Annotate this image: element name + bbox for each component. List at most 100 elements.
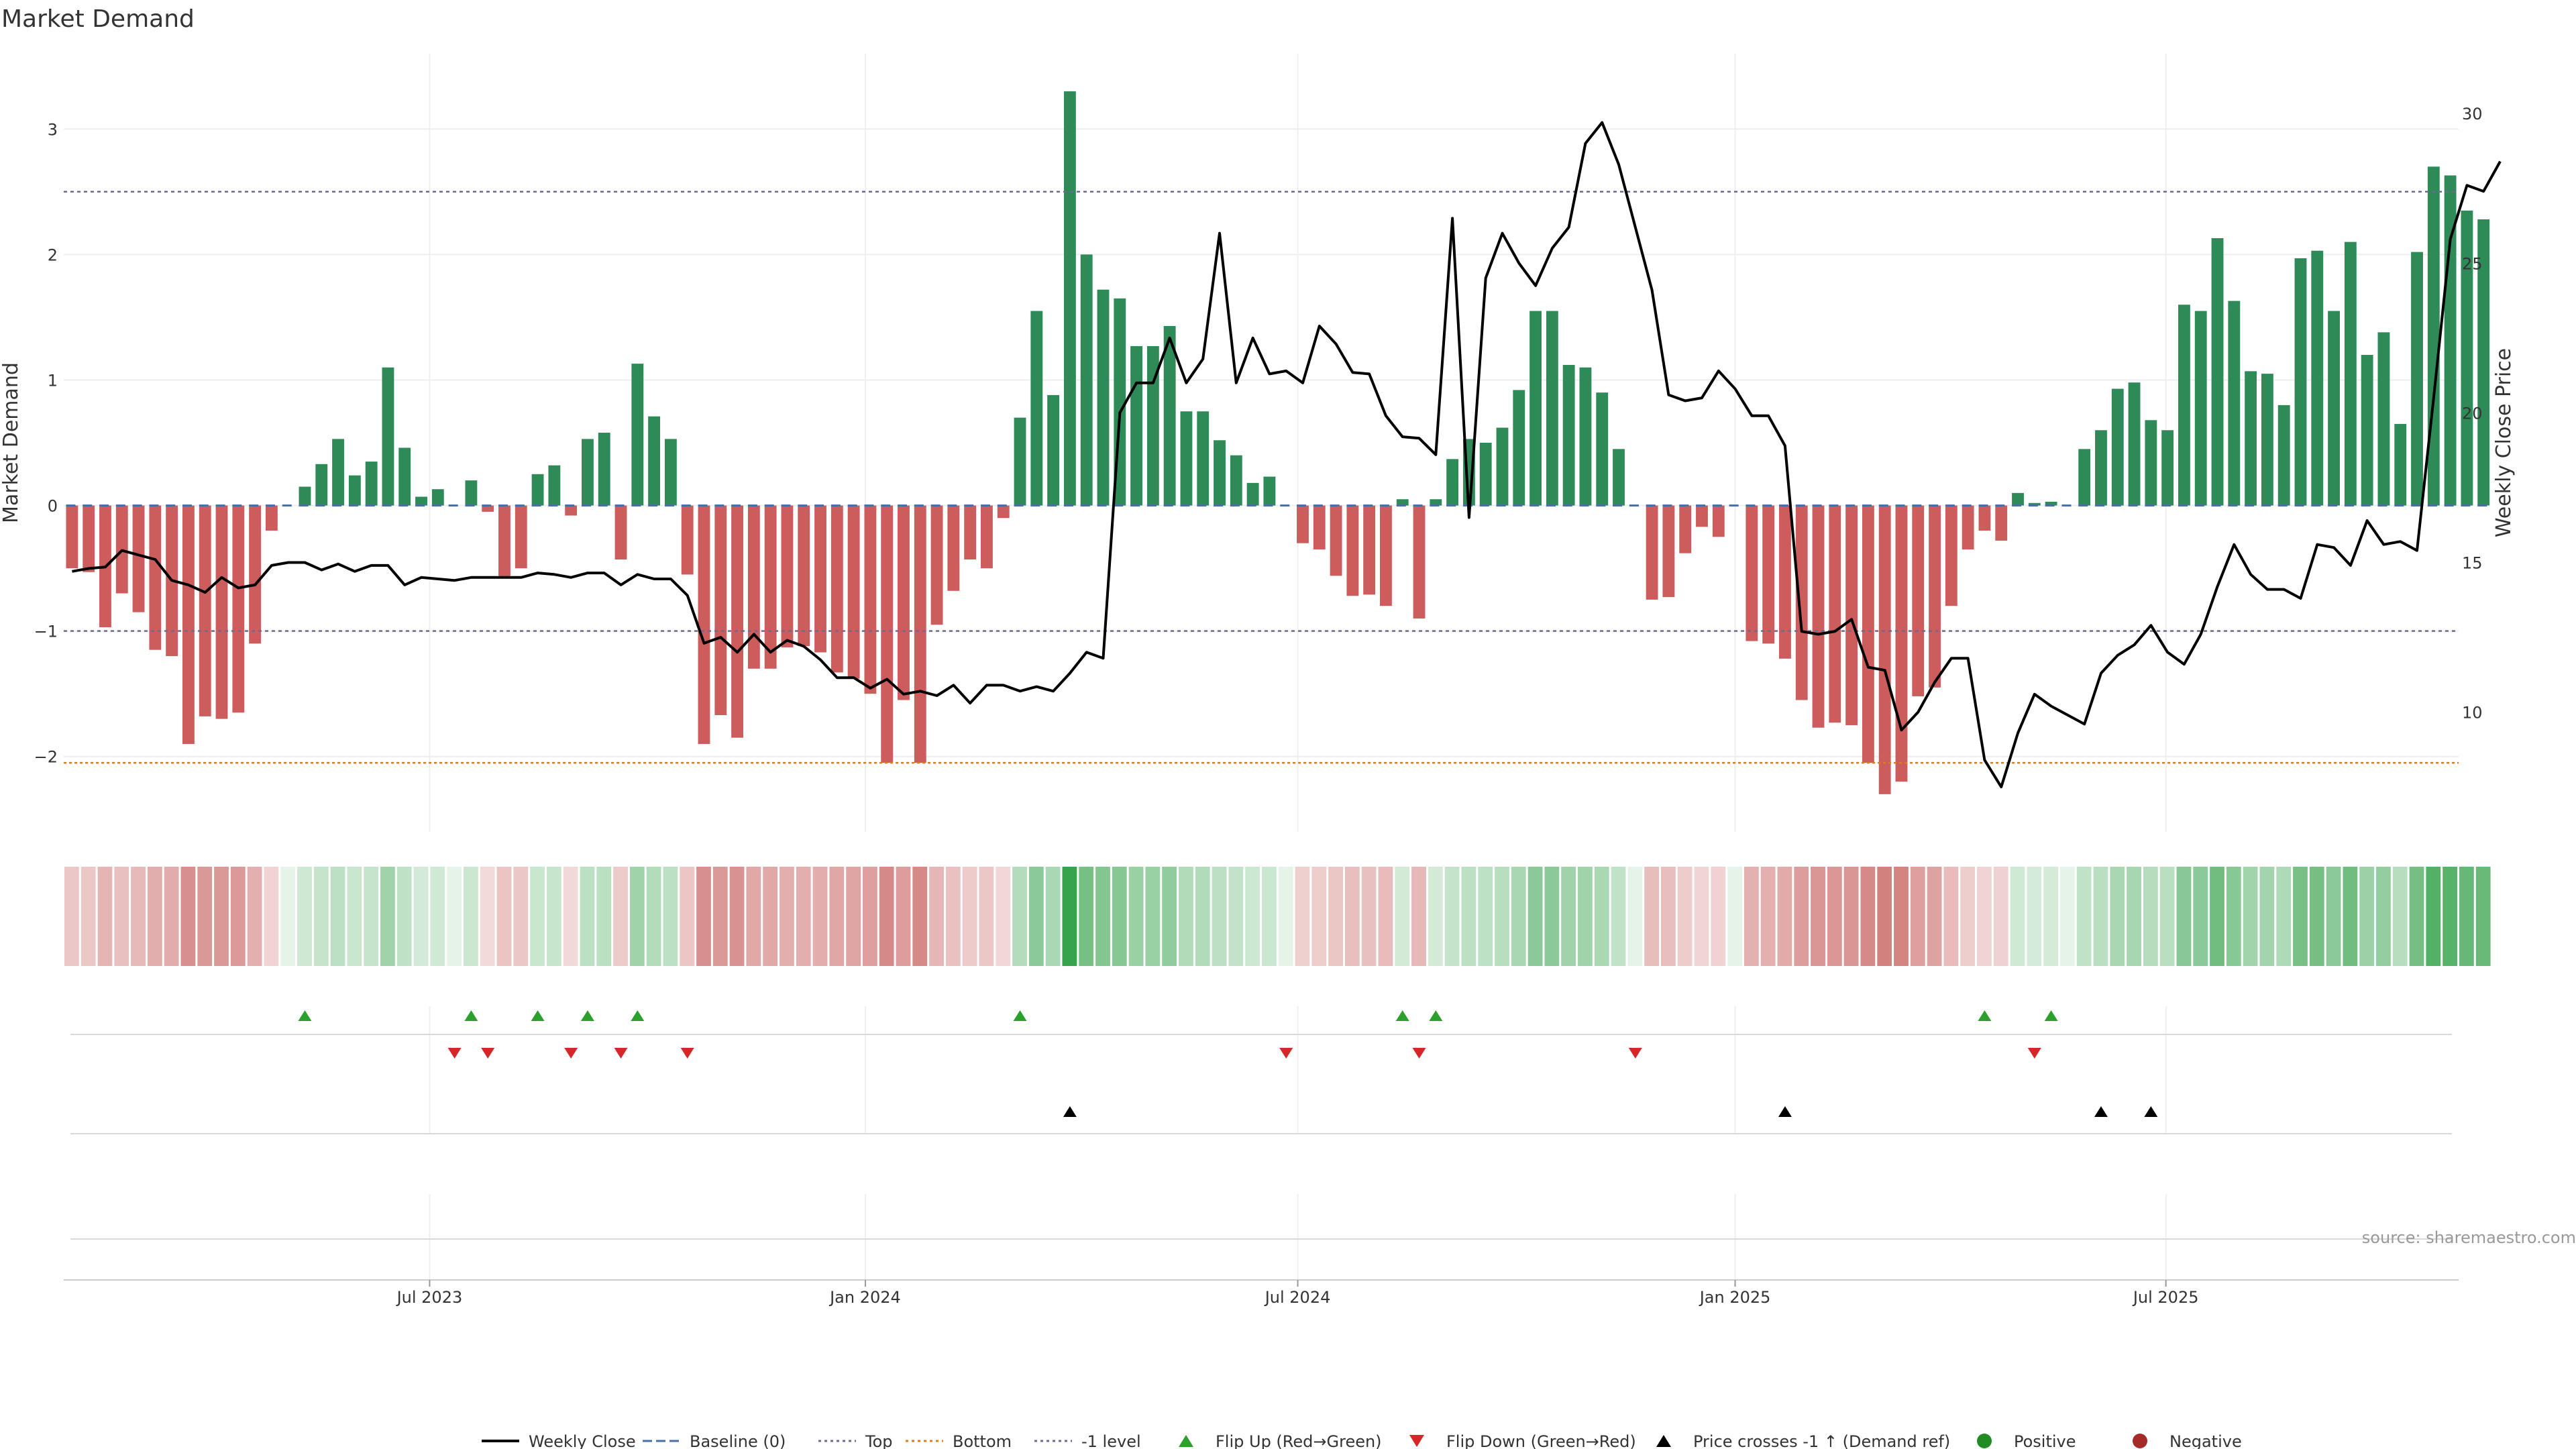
- demand-bar: [83, 505, 95, 572]
- demand-bar: [1779, 505, 1791, 659]
- strip-cell: [1511, 867, 1526, 966]
- strip-cell: [929, 867, 944, 966]
- demand-bar: [1130, 345, 1142, 506]
- strip-cell: [563, 867, 578, 966]
- flip-down-marker: [481, 1048, 495, 1059]
- strip-cell: [2409, 867, 2424, 966]
- strip-cell: [1112, 867, 1127, 966]
- demand-bar: [1230, 455, 1242, 506]
- strip-cell: [1461, 867, 1477, 966]
- strip-cell: [1361, 867, 1377, 966]
- strip-cell: [896, 867, 911, 966]
- strip-cell: [829, 867, 845, 966]
- demand-bar: [781, 505, 794, 647]
- strip-cell: [780, 867, 794, 966]
- strip-cell: [1527, 867, 1543, 966]
- strip-cell: [2343, 867, 2358, 966]
- demand-bar: [1346, 505, 1359, 596]
- demand-bar: [2211, 238, 2224, 506]
- legend-label: Flip Down (Green→Red): [1446, 1432, 1636, 1449]
- strip-cell: [197, 867, 213, 966]
- x-tick-label: Jan 2025: [1699, 1288, 1771, 1307]
- strip-cell: [2459, 867, 2474, 966]
- demand-bar: [2394, 423, 2407, 506]
- strip-cell: [1045, 867, 1061, 966]
- legend-item: -1 level: [1034, 1432, 1141, 1449]
- strip-cell: [2475, 867, 2491, 966]
- strip-cell: [1661, 867, 1676, 966]
- demand-bar: [482, 505, 494, 512]
- demand-bar: [1313, 505, 1326, 550]
- demand-bar: [1912, 505, 1925, 696]
- y-tick-label: −1: [34, 623, 58, 641]
- demand-bar: [864, 505, 877, 694]
- strip-cell: [2259, 867, 2275, 966]
- demand-bar: [2477, 219, 2490, 506]
- legend-item: Flip Down (Green→Red): [1409, 1432, 1636, 1449]
- strip-cell: [2359, 867, 2375, 966]
- strip-cell: [796, 867, 811, 966]
- demand-bar: [348, 475, 361, 506]
- flip-up-marker: [1978, 1010, 1992, 1021]
- demand-bar: [764, 505, 777, 669]
- legend-item: Weekly Close: [482, 1432, 636, 1449]
- flip-down-marker: [614, 1048, 628, 1059]
- flip-down-marker: [680, 1048, 694, 1059]
- demand-bar: [2111, 388, 2124, 506]
- strip-cell: [663, 867, 678, 966]
- demand-bar: [2178, 305, 2190, 506]
- x-tick-label: Jul 2025: [2132, 1288, 2199, 1307]
- strip-cell: [1694, 867, 1709, 966]
- strip-cell: [1960, 867, 1976, 966]
- strip-cell: [962, 867, 977, 966]
- legend-label: -1 level: [1081, 1432, 1141, 1449]
- gridlines: [64, 54, 2459, 1280]
- legend: Weekly Close Baseline (0) Top Bottom -1 leve…: [482, 1432, 2242, 1449]
- strip-cell: [812, 867, 828, 966]
- demand-bar: [1479, 443, 1492, 506]
- strip-cell: [2226, 867, 2241, 966]
- demand-bar: [232, 505, 245, 713]
- strip-cell: [863, 867, 877, 966]
- demand-bar: [2194, 311, 2207, 506]
- demand-bar: [1746, 505, 1758, 641]
- x-tick-label: Jan 2024: [828, 1288, 901, 1307]
- demand-bar: [2161, 430, 2174, 506]
- y2-tick-label: 25: [2462, 254, 2483, 273]
- demand-bar: [1812, 505, 1825, 728]
- legend-item: Positive: [1977, 1432, 2076, 1449]
- demand-bar: [199, 505, 211, 716]
- strip-cell: [447, 867, 462, 966]
- strip-cell: [280, 867, 296, 966]
- strip-cell: [2093, 867, 2108, 966]
- demand-bars: [66, 91, 2490, 794]
- strip-cell: [2110, 867, 2125, 966]
- legend-label: Top: [865, 1432, 893, 1449]
- strip-cell: [1428, 867, 1443, 966]
- demand-bar: [2261, 374, 2273, 506]
- demand-bar: [1246, 482, 1259, 506]
- demand-bar: [930, 505, 943, 625]
- strip-cell: [313, 867, 329, 966]
- flip-down-marker: [564, 1048, 578, 1059]
- strip-cell: [1162, 867, 1177, 966]
- demand-bar: [714, 505, 727, 715]
- demand-bar: [914, 505, 926, 763]
- strip-cell: [729, 867, 745, 966]
- strip-cell: [1128, 867, 1144, 966]
- demand-bar: [1829, 505, 1841, 723]
- strip-cell: [1993, 867, 2008, 966]
- strip-cell: [147, 867, 162, 966]
- x-tick-label: Jul 2023: [396, 1288, 463, 1307]
- strip-cell: [580, 867, 595, 966]
- strip-cell: [64, 867, 79, 966]
- strip-cell: [1311, 867, 1327, 966]
- demand-bar: [465, 480, 478, 506]
- demand-bar: [1929, 505, 1941, 688]
- strip-cell: [164, 867, 179, 966]
- demand-bar: [1214, 440, 1226, 506]
- strip-cell: [2392, 867, 2408, 966]
- demand-bar: [1845, 505, 1858, 725]
- y2-tick-label: 20: [2462, 404, 2483, 423]
- demand-bar: [830, 505, 843, 673]
